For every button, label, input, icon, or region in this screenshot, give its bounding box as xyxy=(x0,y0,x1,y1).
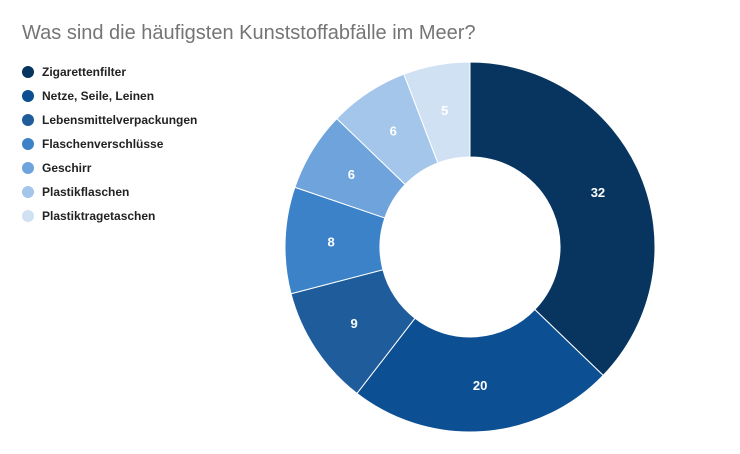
slice-value-label: 6 xyxy=(390,124,397,139)
legend-label: Plastikflaschen xyxy=(42,185,130,199)
legend-item-lebensmittelverpackungen[interactable]: Lebensmittelverpackungen xyxy=(22,108,197,132)
legend-swatch xyxy=(22,210,34,222)
legend-label: Lebensmittelverpackungen xyxy=(42,113,198,127)
legend-item-zigarettenfilter[interactable]: Zigarettenfilter xyxy=(22,60,197,84)
legend-item-netze-seile-leinen[interactable]: Netze, Seile, Leinen xyxy=(22,84,197,108)
legend-item-flaschenverschluesse[interactable]: Flaschenverschlüsse xyxy=(22,132,197,156)
slice-value-label: 6 xyxy=(348,167,355,182)
legend-swatch xyxy=(22,114,34,126)
legend-swatch xyxy=(22,66,34,78)
legend-swatch xyxy=(22,138,34,150)
slice-value-label: 20 xyxy=(473,378,487,393)
slice-value-label: 8 xyxy=(327,234,334,249)
legend-label: Netze, Seile, Leinen xyxy=(42,89,155,103)
legend-label: Plastiktragetaschen xyxy=(42,209,156,223)
slice-value-label: 5 xyxy=(441,103,448,118)
legend: Zigarettenfilter Netze, Seile, Leinen Le… xyxy=(22,60,197,228)
slice-value-label: 32 xyxy=(591,185,605,200)
legend-label: Zigarettenfilter xyxy=(42,65,127,79)
legend-item-plastiktragetaschen[interactable]: Plastiktragetaschen xyxy=(22,204,197,228)
legend-item-geschirr[interactable]: Geschirr xyxy=(22,156,197,180)
legend-swatch xyxy=(22,162,34,174)
legend-swatch xyxy=(22,90,34,102)
legend-swatch xyxy=(22,186,34,198)
legend-label: Flaschenverschlüsse xyxy=(42,137,164,151)
slice-value-label: 9 xyxy=(350,316,357,331)
legend-label: Geschirr xyxy=(42,161,92,175)
slice-netze-seile-leinen[interactable] xyxy=(356,308,604,433)
slice-zigarettenfilter[interactable] xyxy=(469,61,656,377)
legend-item-plastikflaschen[interactable]: Plastikflaschen xyxy=(22,180,197,204)
slice-plastiktragetaschen[interactable] xyxy=(403,61,471,164)
chart-title: Was sind die häufigsten Kunststoffabfäll… xyxy=(22,22,476,44)
